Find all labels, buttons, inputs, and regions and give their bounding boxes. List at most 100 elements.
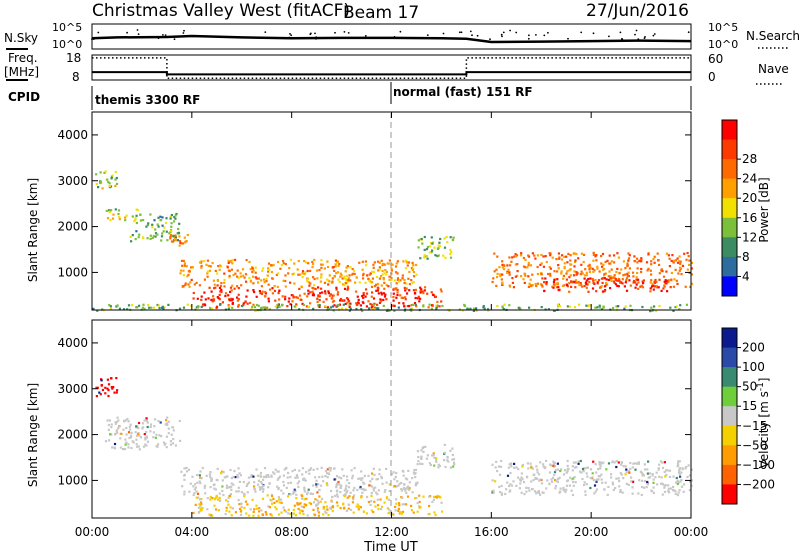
heatmap-cell [530, 480, 533, 483]
nsky-point [126, 31, 128, 34]
heatmap-cell [355, 307, 358, 311]
heatmap-cell [365, 288, 368, 291]
heatmap-cell [396, 293, 399, 297]
heatmap-cell [316, 297, 319, 300]
heatmap-cell [646, 269, 649, 272]
heatmap-cell [383, 295, 387, 298]
heatmap-cell [183, 236, 186, 239]
heatmap-cell [165, 419, 168, 422]
heatmap-cell [231, 306, 234, 309]
heatmap-cell [362, 272, 365, 275]
heatmap-cell [231, 507, 234, 510]
heatmap-cell [211, 497, 214, 500]
heatmap-cell [300, 505, 304, 508]
heatmap-cell [154, 235, 157, 238]
heatmap-cell [569, 259, 572, 262]
heatmap-cell [239, 510, 242, 513]
heatmap-cell [513, 255, 516, 258]
heatmap-cell [206, 259, 209, 262]
heatmap-cell [400, 481, 403, 485]
heatmap-cell [606, 259, 609, 262]
heatmap-cell [226, 475, 229, 478]
heatmap-cell [402, 486, 406, 490]
heatmap-cell [439, 496, 442, 499]
heatmap-cell [412, 264, 415, 267]
heatmap-cell [245, 295, 248, 298]
heatmap-cell [193, 488, 196, 491]
heatmap-cell [371, 291, 374, 294]
heatmap-cell [376, 289, 379, 292]
heatmap-cell [433, 456, 436, 459]
heatmap-cell [166, 416, 169, 419]
heatmap-cell [178, 419, 181, 423]
heatmap-cell [326, 484, 329, 487]
heatmap-cell [583, 284, 586, 288]
heatmap-cell [545, 283, 548, 286]
heatmap-cell [265, 277, 268, 281]
heatmap-cell [165, 230, 168, 233]
heatmap-cell [393, 485, 397, 488]
heatmap-cell [183, 262, 186, 265]
heatmap-cell [401, 276, 404, 280]
heatmap-cell [536, 282, 540, 285]
heatmap-cell [370, 306, 373, 309]
heatmap-cell [378, 261, 381, 264]
heatmap-cell [296, 268, 299, 271]
heatmap-cell [651, 282, 654, 285]
heatmap-cell [278, 501, 281, 504]
heatmap-cell [422, 446, 425, 449]
heatmap-cell [367, 300, 370, 303]
heatmap-cell [631, 492, 634, 495]
heatmap-cell [117, 427, 120, 430]
heatmap-cell [117, 419, 120, 422]
heatmap-cell [617, 305, 620, 308]
y-tick-label: 1000 [57, 473, 88, 487]
heatmap-cell [681, 264, 685, 267]
heatmap-cell [110, 209, 113, 212]
heatmap-cell [565, 484, 569, 487]
heatmap-cell [298, 503, 301, 506]
heatmap-cell [535, 284, 538, 288]
heatmap-cell [665, 469, 668, 472]
heatmap-cell [234, 476, 237, 479]
heatmap-cell [573, 476, 576, 479]
heatmap-cell [396, 288, 399, 292]
heatmap-cell [312, 276, 315, 279]
heatmap-cell [169, 215, 172, 218]
heatmap-cell [315, 483, 318, 486]
heatmap-cell [514, 263, 517, 266]
heatmap-cell [688, 259, 691, 262]
heatmap-cell [640, 493, 643, 497]
colorbar-tick-label: 200 [742, 341, 765, 355]
heatmap-cell [186, 303, 189, 306]
heatmap-cell [200, 266, 203, 269]
heatmap-cell [219, 499, 222, 502]
heatmap-cell [406, 261, 409, 264]
heatmap-cell [625, 482, 628, 485]
heatmap-cell [325, 482, 328, 485]
heatmap-cell [407, 277, 410, 280]
heatmap-cell [261, 497, 265, 500]
heatmap-cell [276, 485, 279, 488]
heatmap-cell [640, 258, 643, 261]
heatmap-cell [548, 265, 551, 269]
heatmap-cell [218, 293, 221, 296]
heatmap-cell [360, 478, 363, 482]
heatmap-cell [292, 512, 295, 515]
heatmap-cell [597, 468, 600, 471]
heatmap-cell [262, 478, 265, 481]
heatmap-cell [515, 484, 518, 487]
heatmap-cell [201, 466, 204, 470]
heatmap-cell [225, 509, 228, 512]
heatmap-cell [566, 459, 569, 463]
heatmap-cell [393, 304, 396, 307]
heatmap-cell [410, 307, 413, 310]
nsky-point [399, 30, 402, 33]
heatmap-cell [316, 503, 319, 506]
heatmap-cell [620, 473, 623, 476]
heatmap-cell [570, 478, 573, 481]
heatmap-cell [118, 216, 121, 219]
heatmap-cell [654, 309, 658, 312]
heatmap-cell [273, 285, 276, 288]
